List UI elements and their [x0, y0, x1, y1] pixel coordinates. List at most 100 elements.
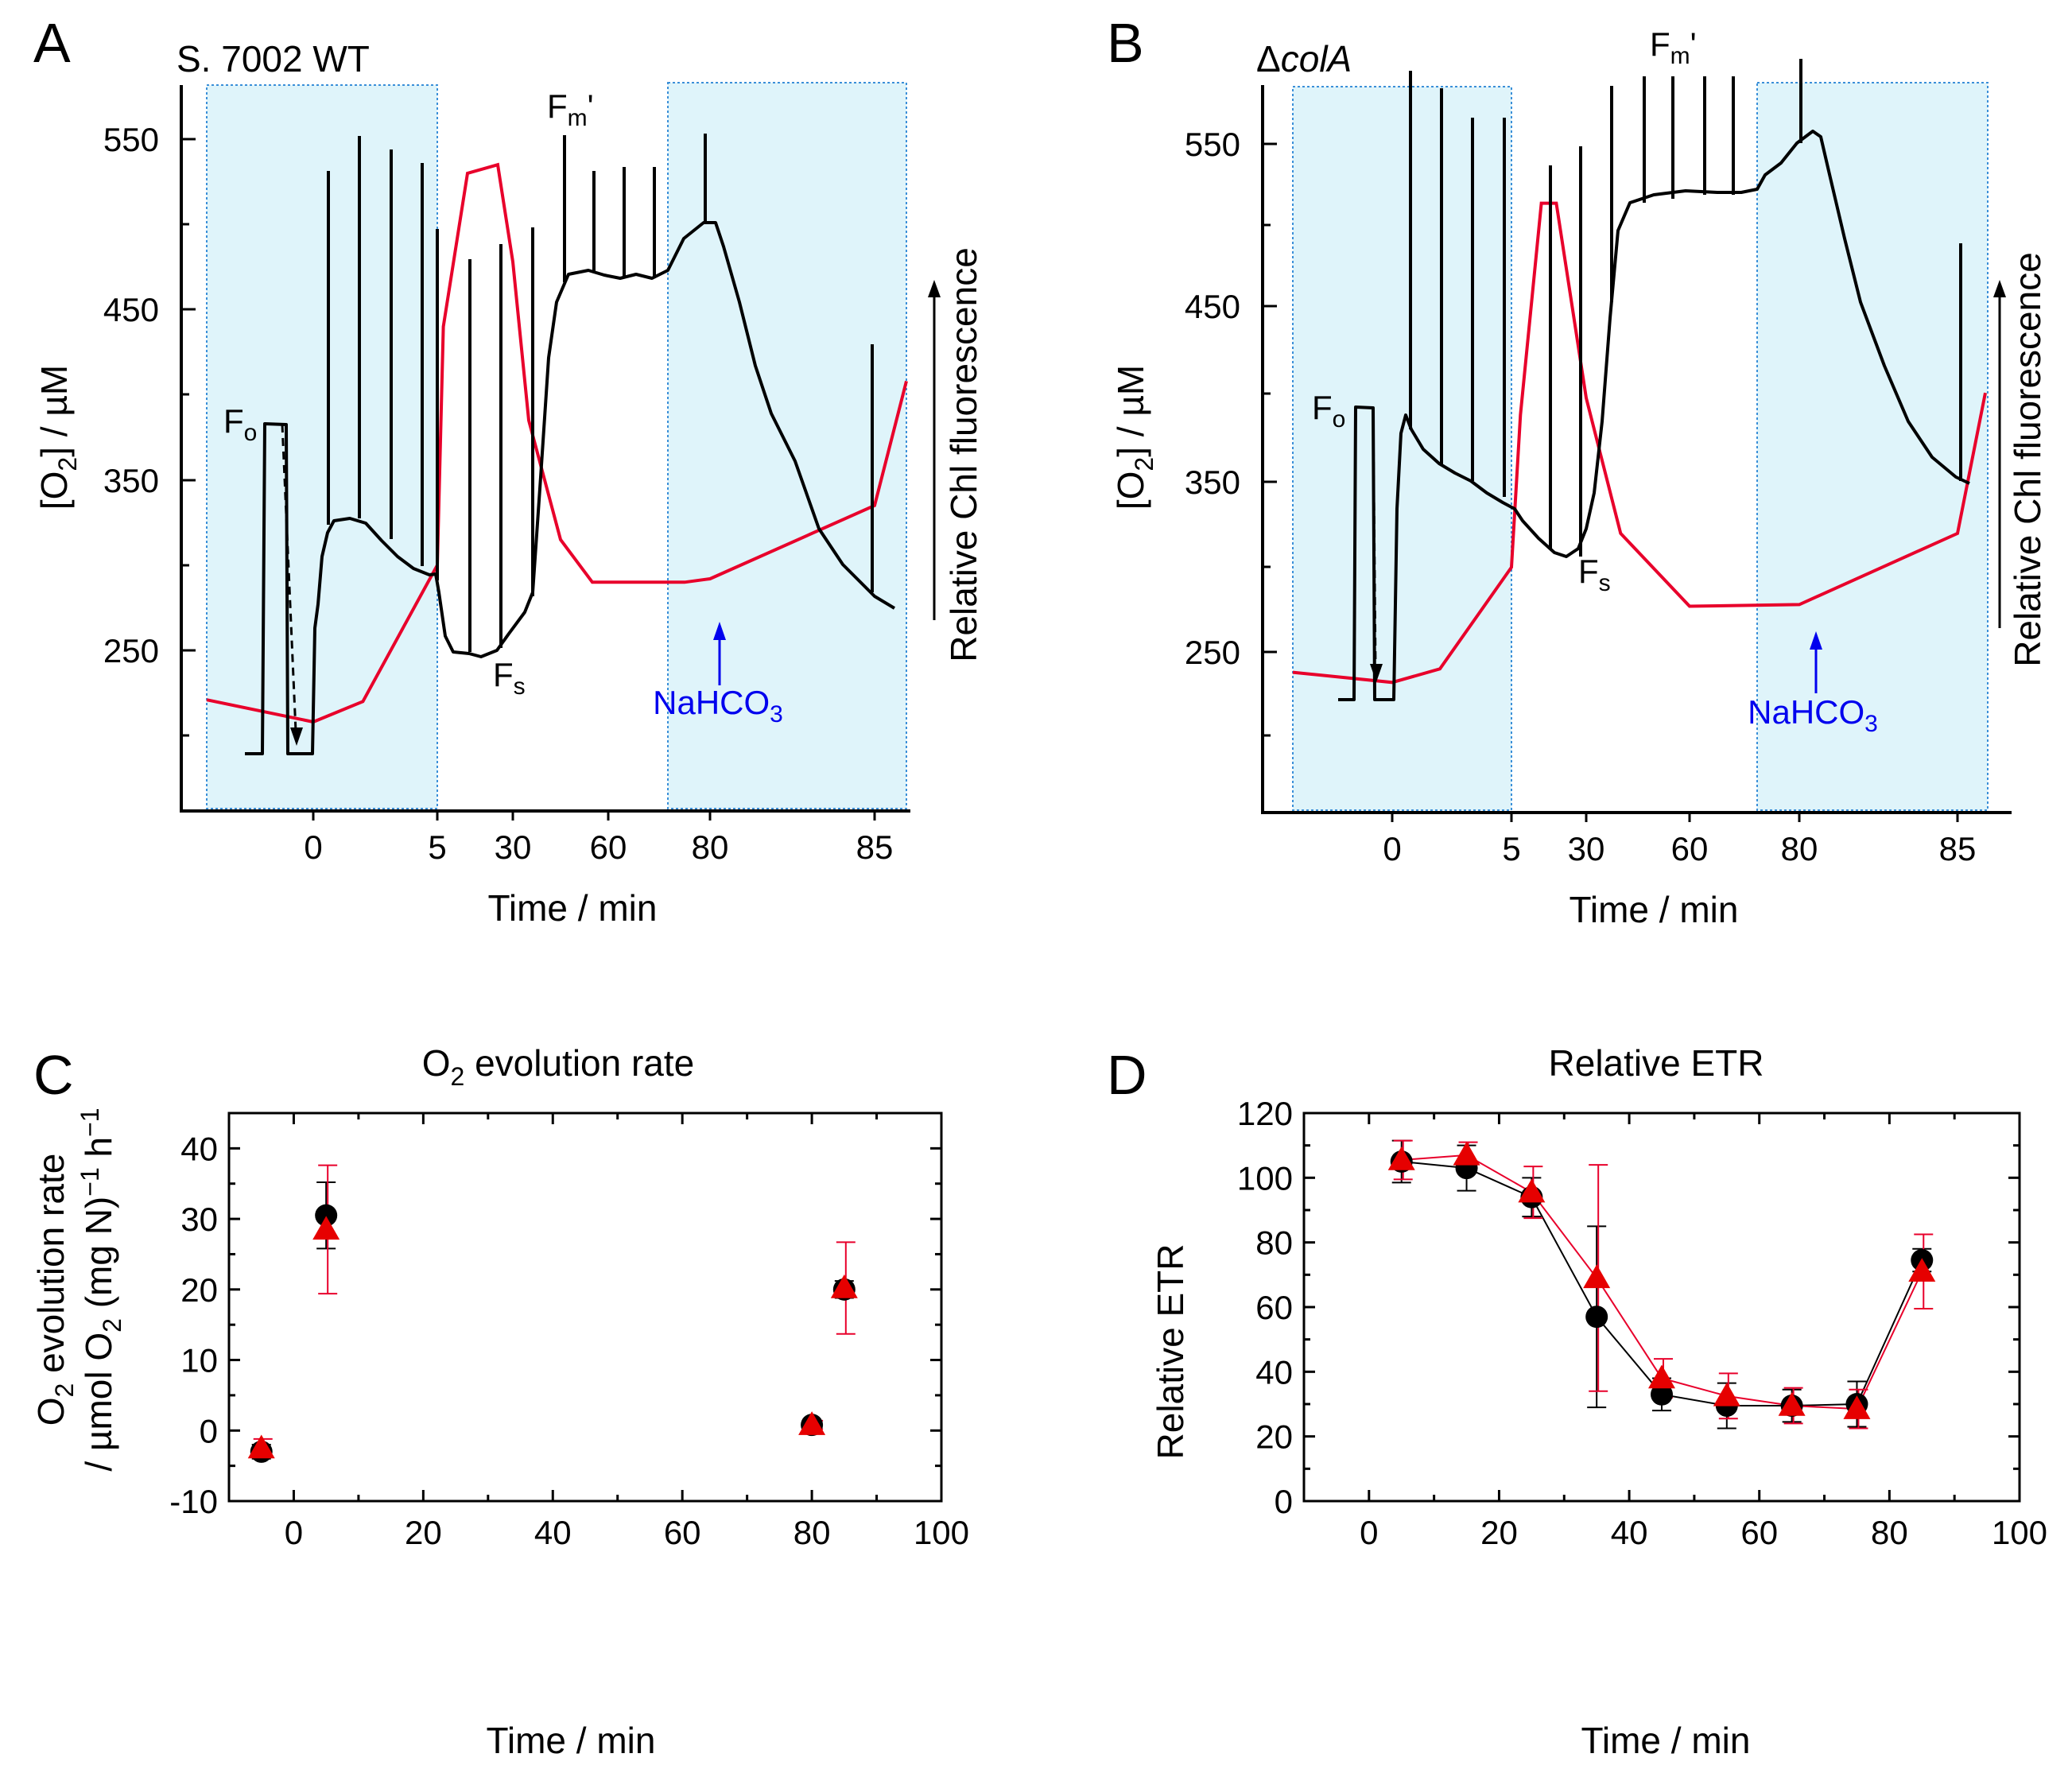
x-tick-label: 100 — [914, 1514, 969, 1551]
panel-a-title: S. 7002 WT — [177, 38, 370, 80]
y-tick-label: 120 — [1237, 1095, 1293, 1132]
panel-b-ytick-350: 350 — [1185, 464, 1240, 501]
x-tick-label: 80 — [793, 1514, 831, 1551]
panel-a-letter: A — [33, 12, 71, 74]
panel-b-xtick-30: 30 — [1568, 830, 1605, 867]
panel-a-ytick-250: 250 — [103, 632, 159, 669]
panel-b-ytick-250: 250 — [1185, 634, 1240, 671]
panel-a-xtick-80: 80 — [692, 828, 729, 866]
panel-b-fs-label: Fs — [1578, 553, 1611, 596]
panel-d-ylabel: Relative ETR — [1150, 1244, 1191, 1460]
panel-c-ylabel-line1: O2 evolution rate — [30, 1154, 79, 1426]
panel-b-right-arrowhead — [1993, 280, 2006, 297]
x-tick-label: 100 — [1992, 1514, 2047, 1551]
panel-d: D Relative ETR Relative ETR Time / min 0… — [1107, 1042, 2047, 1761]
panel-a-fo-label: Fo — [223, 402, 257, 446]
panel-a: A S. 7002 WT 550 450 350 250 — [33, 12, 984, 929]
x-tick-label: 60 — [664, 1514, 701, 1551]
panel-b-y-ticks — [1263, 142, 1277, 737]
point-black-circle — [1585, 1306, 1608, 1329]
panel-b-letter: B — [1107, 12, 1144, 74]
x-tick-label: 0 — [285, 1514, 303, 1551]
panel-b-xtick-60: 60 — [1671, 830, 1709, 867]
panel-a-ytick-450: 450 — [103, 291, 159, 328]
panel-b: B ΔcolA 550 450 350 250 0 5 — [1107, 12, 2048, 930]
y-tick-label: 20 — [1255, 1418, 1293, 1456]
y-tick-label: 30 — [180, 1201, 218, 1238]
panel-b-ytick-450: 450 — [1185, 288, 1240, 325]
panel-b-xtick-0: 0 — [1383, 830, 1401, 867]
panel-b-fm-label: Fm' — [1650, 25, 1697, 69]
panel-a-fluorescence-trace — [245, 221, 896, 755]
point-red-triangle — [798, 1411, 826, 1435]
panel-b-nahco3-arrowhead — [1810, 631, 1822, 650]
panel-a-o2-trace — [206, 162, 908, 724]
panel-b-o2-trace — [1292, 201, 1987, 685]
panel-b-shade-1 — [1292, 86, 1512, 811]
panel-b-title: ΔcolA — [1256, 38, 1352, 80]
x-tick-label: 0 — [1360, 1514, 1378, 1551]
y-tick-label: 10 — [180, 1342, 218, 1379]
y-tick-label: 80 — [1255, 1224, 1293, 1262]
panel-a-fo-arrowhead — [290, 727, 303, 746]
panel-a-right-label: Relative Chl fluorescence — [943, 247, 984, 662]
point-black-circle — [1651, 1383, 1673, 1406]
panel-a-xtick-30: 30 — [495, 828, 532, 866]
y-tick-label: 60 — [1255, 1289, 1293, 1326]
plot-frame — [1302, 1112, 2021, 1503]
panel-a-ytick-350: 350 — [103, 462, 159, 499]
point-red-triangle — [1518, 1178, 1546, 1203]
point-red-triangle — [1387, 1146, 1415, 1170]
plot-frame — [227, 1112, 943, 1503]
panel-a-xtick-0: 0 — [304, 828, 322, 866]
panel-a-nahco3-label: NaHCO3 — [653, 684, 783, 727]
panel-a-xlabel: Time / min — [488, 887, 658, 929]
panel-b-shade-2 — [1756, 82, 1989, 811]
x-tick-label: 40 — [1611, 1514, 1648, 1551]
panel-c-xlabel: Time / min — [487, 1720, 656, 1761]
panel-b-fo-arrow — [1372, 407, 1377, 669]
x-tick-label: 20 — [1480, 1514, 1518, 1551]
panel-b-ylabel: [O2] / µM — [1110, 365, 1158, 510]
panel-b-fm-spikes — [1409, 59, 1962, 557]
point-black-circle — [315, 1204, 338, 1227]
y-tick-label: 40 — [180, 1130, 218, 1167]
panel-b-xtick-80: 80 — [1781, 830, 1818, 867]
point-red-triangle — [1648, 1364, 1675, 1389]
panel-a-right-arrowhead — [928, 280, 941, 297]
panel-b-xtick-5: 5 — [1502, 830, 1520, 867]
panel-a-xtick-5: 5 — [428, 828, 446, 866]
panel-a-ytick-550: 550 — [103, 121, 159, 158]
y-tick-label: 100 — [1237, 1159, 1293, 1197]
point-red-triangle — [1843, 1395, 1871, 1419]
panel-d-letter: D — [1107, 1044, 1147, 1106]
panel-b-ytick-550: 550 — [1185, 126, 1240, 163]
panel-b-fo-label: Fo — [1312, 389, 1345, 433]
panel-a-fo-arrow — [281, 424, 297, 732]
point-red-triangle — [247, 1434, 275, 1459]
panel-a-xtick-85: 85 — [856, 828, 894, 866]
x-tick-label: 20 — [405, 1514, 442, 1551]
x-tick-label: 40 — [534, 1514, 572, 1551]
panel-a-fm-label: Fm' — [547, 87, 594, 131]
panel-a-y-ticks — [181, 138, 196, 737]
point-red-triangle — [1908, 1258, 1936, 1282]
panel-a-ylabel: [O2] / µM — [33, 365, 82, 510]
panel-a-fm-spikes — [327, 134, 874, 652]
point-red-triangle — [830, 1274, 858, 1298]
y-tick-label: 0 — [1275, 1483, 1293, 1520]
panel-c-title: O2 evolution rate — [422, 1042, 695, 1091]
y-tick-label: 40 — [1255, 1353, 1293, 1391]
panel-a-fs-label: Fs — [493, 656, 526, 700]
panel-a-x-ticks — [312, 811, 876, 821]
panel-b-right-label: Relative Chl fluorescence — [2007, 252, 2048, 667]
y-tick-label: 20 — [180, 1271, 218, 1309]
panel-c-plot: -10 0 10 20 30 40 0 20 40 60 80 100 — [169, 1112, 969, 1551]
panel-b-xtick-85: 85 — [1939, 830, 1977, 867]
point-red-triangle — [1778, 1392, 1806, 1416]
x-tick-label: 60 — [1740, 1514, 1778, 1551]
panel-b-fluorescence-trace — [1338, 130, 1970, 701]
point-red-triangle — [1713, 1382, 1740, 1406]
point-red-triangle — [312, 1216, 340, 1240]
panel-c-letter: C — [33, 1044, 74, 1106]
